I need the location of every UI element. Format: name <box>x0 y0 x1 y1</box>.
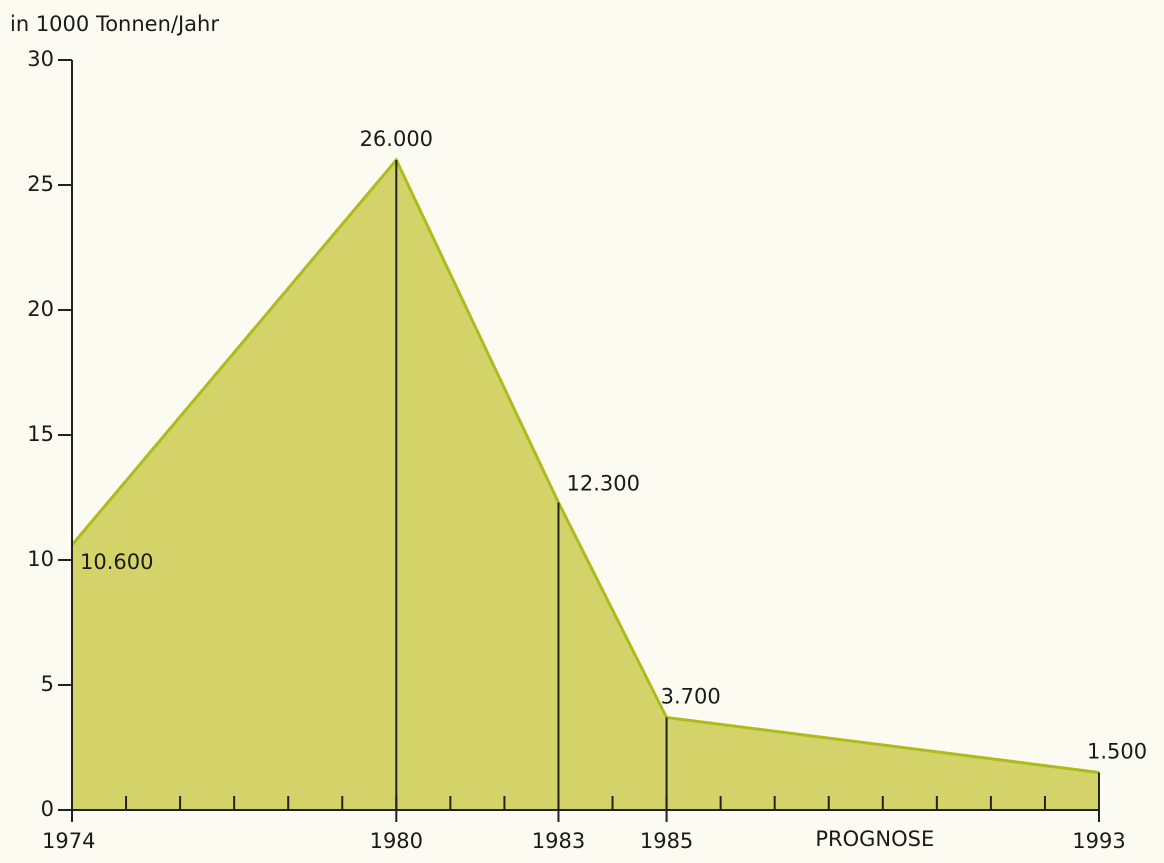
x-tick-label: 1980 <box>370 829 423 853</box>
value-label: 12.300 <box>566 472 639 496</box>
y-tick-label: 15 <box>27 422 54 446</box>
x-tick-label: 1974 <box>42 829 95 853</box>
x-tick-label: 1993 <box>1072 829 1125 853</box>
y-tick-label: 0 <box>41 797 54 821</box>
y-tick-label: 30 <box>27 47 54 71</box>
y-tick-label: 25 <box>27 172 54 196</box>
x-tick-label: 1983 <box>532 829 585 853</box>
y-tick-label: 10 <box>27 547 54 571</box>
value-label: 10.600 <box>80 550 153 574</box>
y-tick-label: 20 <box>27 297 54 321</box>
value-label: 3.700 <box>661 685 721 709</box>
x-tick-label: 1985 <box>640 829 693 853</box>
value-label: 1.500 <box>1087 740 1147 764</box>
value-label: 26.000 <box>360 127 433 151</box>
y-tick-label: 5 <box>41 672 54 696</box>
y-axis-label: in 1000 Tonnen/Jahr <box>10 12 219 36</box>
area-fill <box>72 160 1099 810</box>
annotation: PROGNOSE <box>815 827 934 851</box>
